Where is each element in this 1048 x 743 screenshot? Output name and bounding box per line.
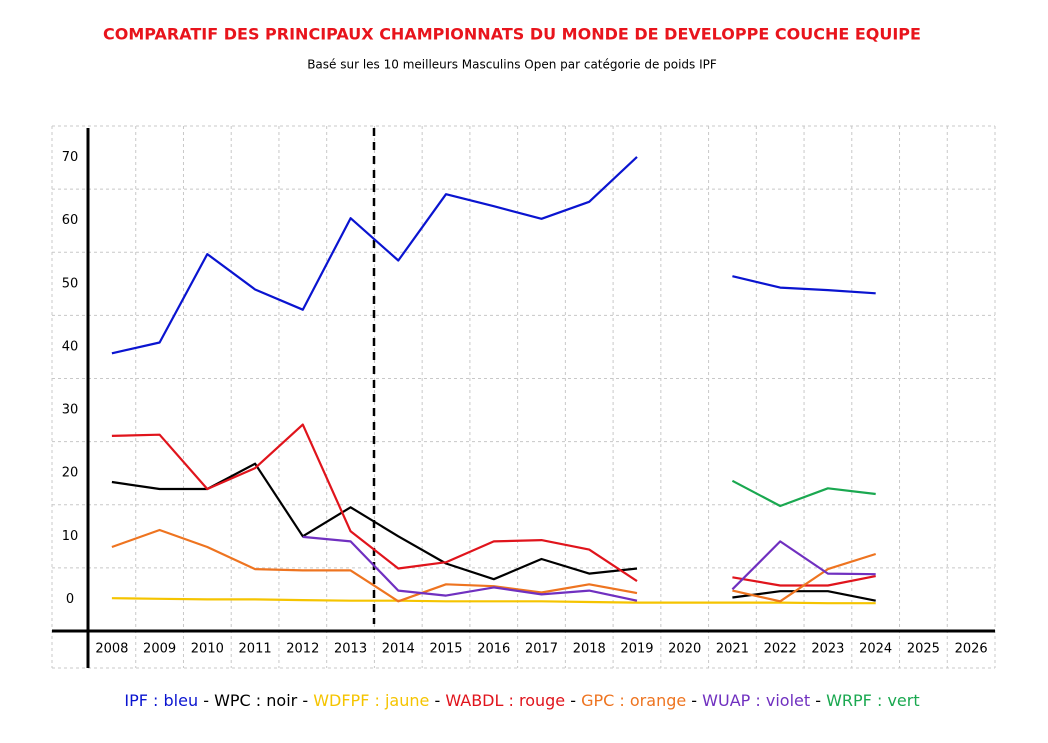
legend: IPF : bleu - WPC : noir - WDFPF : jaune …	[124, 691, 919, 710]
legend-entry: WABDL : rouge	[445, 691, 565, 710]
legend-entry: WDFPF : jaune	[313, 691, 429, 710]
x-tick-label: 2022	[764, 642, 797, 657]
x-tick-label: 2016	[477, 642, 510, 657]
x-tick-label: 2019	[620, 642, 653, 657]
series-line	[111, 462, 876, 602]
legend-separator: -	[815, 691, 821, 710]
y-tick-label: 60	[62, 213, 79, 228]
x-tick-label: 2008	[95, 642, 128, 657]
series-line	[111, 597, 876, 605]
x-tick-label: 2010	[191, 642, 224, 657]
x-tick-label: 2023	[811, 642, 844, 657]
grid	[51, 125, 996, 669]
legend-separator: -	[203, 691, 209, 710]
y-tick-label: 50	[62, 276, 79, 291]
legend-separator: -	[434, 691, 440, 710]
x-tick-label: 2015	[429, 642, 462, 657]
x-tick-label: 2014	[382, 642, 415, 657]
legend-separator: -	[570, 691, 576, 710]
x-tick-label: 2017	[525, 642, 558, 657]
x-tick-label: 2018	[573, 642, 606, 657]
y-tick-label: 0	[66, 592, 74, 607]
chart-subtitle: Basé sur les 10 meilleurs Masculins Open…	[307, 58, 717, 72]
x-tick-label: 2013	[334, 642, 367, 657]
series-line	[111, 156, 876, 355]
y-tick-label: 30	[62, 403, 79, 418]
x-tick-label: 2020	[668, 642, 701, 657]
x-tick-label: 2009	[143, 642, 176, 657]
series-line	[302, 535, 876, 602]
y-tick-label: 70	[62, 150, 79, 165]
x-tick-label: 2012	[286, 642, 319, 657]
series-line	[111, 528, 877, 603]
lines	[111, 156, 877, 605]
legend-entry: WRPF : vert	[826, 691, 920, 710]
legend-entry: IPF : bleu	[124, 691, 198, 710]
legend-separator: -	[302, 691, 308, 710]
legend-entry: WPC : noir	[214, 691, 298, 710]
x-tick-label: 2025	[907, 642, 940, 657]
x-tick-label: 2011	[239, 642, 272, 657]
chart-title: COMPARATIF DES PRINCIPAUX CHAMPIONNATS D…	[103, 25, 921, 44]
x-tick-label: 2021	[716, 642, 749, 657]
series-line	[731, 479, 876, 508]
y-tick-label: 10	[62, 529, 79, 544]
x-tick-label: 2024	[859, 642, 892, 657]
legend-entry: GPC : orange	[581, 691, 686, 710]
x-tick-label: 2026	[955, 642, 988, 657]
legend-entry: WUAP : violet	[702, 691, 810, 710]
legend-separator: -	[691, 691, 697, 710]
y-tick-label: 20	[62, 466, 79, 481]
y-tick-label: 40	[62, 339, 79, 354]
